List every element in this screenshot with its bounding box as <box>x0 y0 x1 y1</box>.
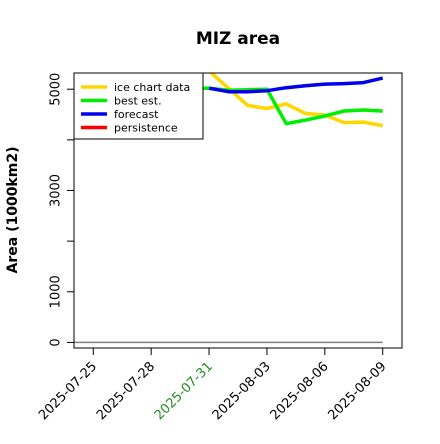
plot-frame <box>73 72 403 349</box>
y-tick-label: 1000 <box>49 275 64 308</box>
x-tick-label: 2025-07-28 <box>94 359 158 423</box>
x-tick-label: 2025-08-06 <box>268 359 332 423</box>
series-lines <box>189 73 384 128</box>
y-tick-label: 5000 <box>49 73 64 106</box>
plot-area: 0 1000 3000 5000 2025-07-252025-07-282025-07… <box>36 72 403 423</box>
series-line-best-est <box>189 86 383 126</box>
legend-label: forecast <box>114 108 159 121</box>
series-line-forecast <box>208 76 384 94</box>
legend-label: ice chart data <box>114 81 190 94</box>
series-line-ice-chart-data <box>208 73 384 128</box>
x-tick-label: 2025-07-25 <box>36 359 100 423</box>
chart-title: MIZ area <box>196 29 280 49</box>
y-tick-label: 0 <box>49 338 64 346</box>
legend-label: best est. <box>114 95 162 108</box>
x-tick-label: 2025-08-09 <box>325 359 389 423</box>
y-tick-label: 3000 <box>49 174 64 207</box>
x-tick-label: 2025-07-31 <box>152 359 216 423</box>
legend-label: persistence <box>114 122 178 135</box>
y-axis-label: Area (1000km2) <box>5 147 21 274</box>
x-tick-label: 2025-08-03 <box>210 359 274 423</box>
